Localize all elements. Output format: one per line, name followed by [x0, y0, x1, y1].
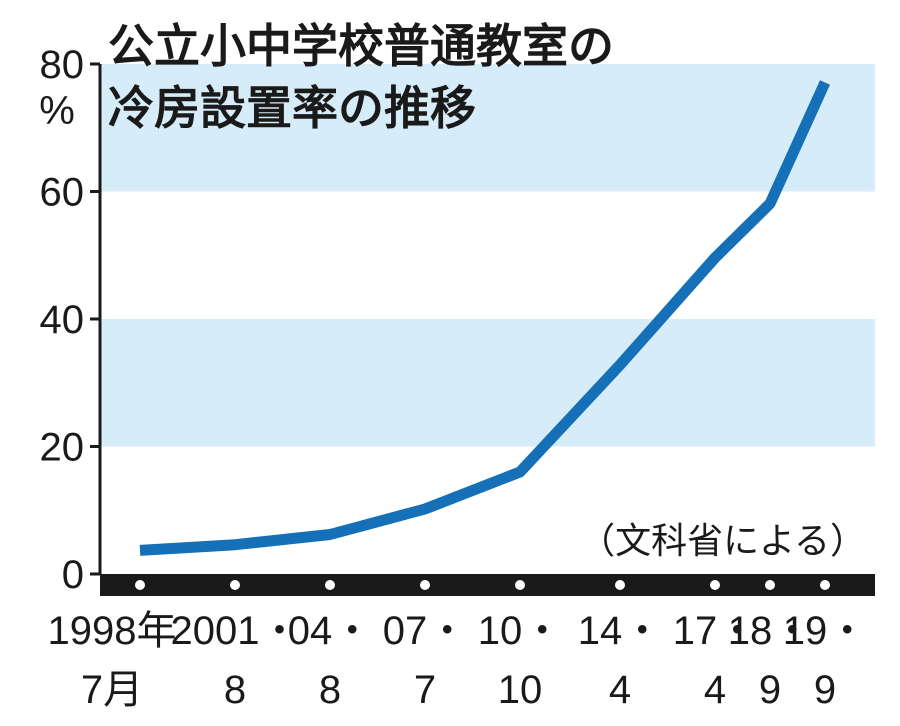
x-marker-2 — [325, 580, 335, 590]
x-marker-0 — [135, 580, 145, 590]
y-unit-label: % — [39, 89, 75, 133]
x-tick-label-top-4: 10・ — [478, 609, 563, 653]
source-note: （文科省による） — [579, 521, 866, 562]
x-tick-label-top-5: 14・ — [578, 609, 663, 653]
x-tick-label-top-0: 1998年 — [48, 609, 177, 653]
x-tick-label-top-2: 04・ — [288, 609, 373, 653]
x-tick-label-bottom-8: 9 — [814, 668, 836, 712]
x-tick-labels: 1998年7月2001・804・807・710・1014・417・418・919… — [48, 609, 868, 712]
x-tick-label-top-3: 07・ — [383, 609, 468, 653]
y-tick-label-60: 60 — [40, 171, 85, 215]
x-tick-label-top-6: 17・ — [673, 609, 758, 653]
y-tick-label-80: 80 — [40, 43, 85, 87]
x-tick-label-bottom-4: 10 — [498, 668, 543, 712]
chart-title: 公立小中学校普通教室の 冷房設置率の推移 — [108, 19, 614, 135]
y-gridlines — [90, 62, 100, 576]
x-tick-label-bottom-2: 8 — [319, 668, 341, 712]
x-tick-label-bottom-5: 4 — [609, 668, 631, 712]
x-tick-label-top-1: 2001・ — [171, 609, 300, 653]
x-tick-label-bottom-1: 8 — [224, 668, 246, 712]
y-tick-labels: 0 20 40 60 80 — [40, 43, 85, 597]
title-line-2: 冷房設置率の推移 — [108, 81, 476, 135]
background-bands — [100, 64, 875, 447]
y-tick-label-40: 40 — [40, 298, 85, 342]
x-marker-5 — [615, 580, 625, 590]
x-marker-8 — [820, 580, 830, 590]
x-marker-4 — [515, 580, 525, 590]
x-tick-label-top-7: 18・ — [728, 609, 813, 653]
x-marker-1 — [230, 580, 240, 590]
x-axis-bar — [100, 574, 875, 596]
y-tick-label-20: 20 — [40, 426, 85, 470]
series-line — [139, 80, 831, 556]
band-0 — [100, 319, 875, 447]
x-tick-label-bottom-7: 9 — [759, 668, 781, 712]
x-marker-7 — [765, 580, 775, 590]
band-1 — [100, 64, 875, 192]
x-tick-label-bottom-3: 7 — [414, 668, 436, 712]
x-tick-label-bottom-6: 4 — [704, 668, 726, 712]
x-axis-markers — [135, 580, 830, 590]
title-line-1: 公立小中学校普通教室の — [108, 19, 614, 73]
x-marker-6 — [710, 580, 720, 590]
x-tick-label-top-8: 19・ — [783, 609, 868, 653]
y-tick-label-0: 0 — [62, 553, 84, 597]
x-marker-3 — [420, 580, 430, 590]
x-tick-label-bottom-0: 7月 — [81, 668, 143, 712]
